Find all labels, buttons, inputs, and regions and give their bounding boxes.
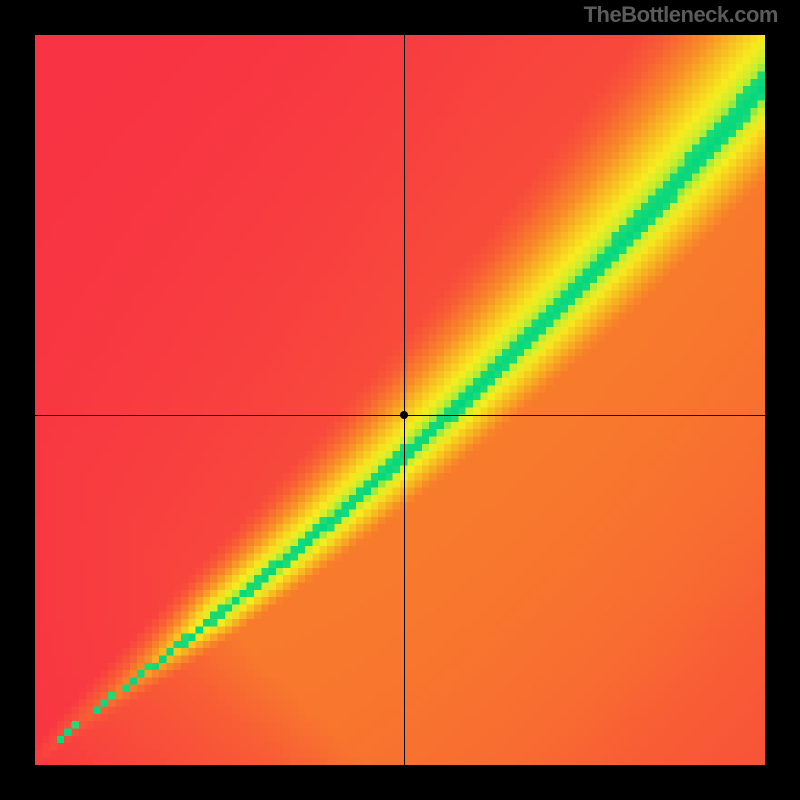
heatmap-canvas bbox=[35, 35, 765, 765]
bottleneck-marker bbox=[400, 411, 408, 419]
crosshair-vertical bbox=[404, 35, 405, 765]
watermark-text: TheBottleneck.com bbox=[584, 2, 778, 28]
heatmap-plot bbox=[35, 35, 765, 765]
